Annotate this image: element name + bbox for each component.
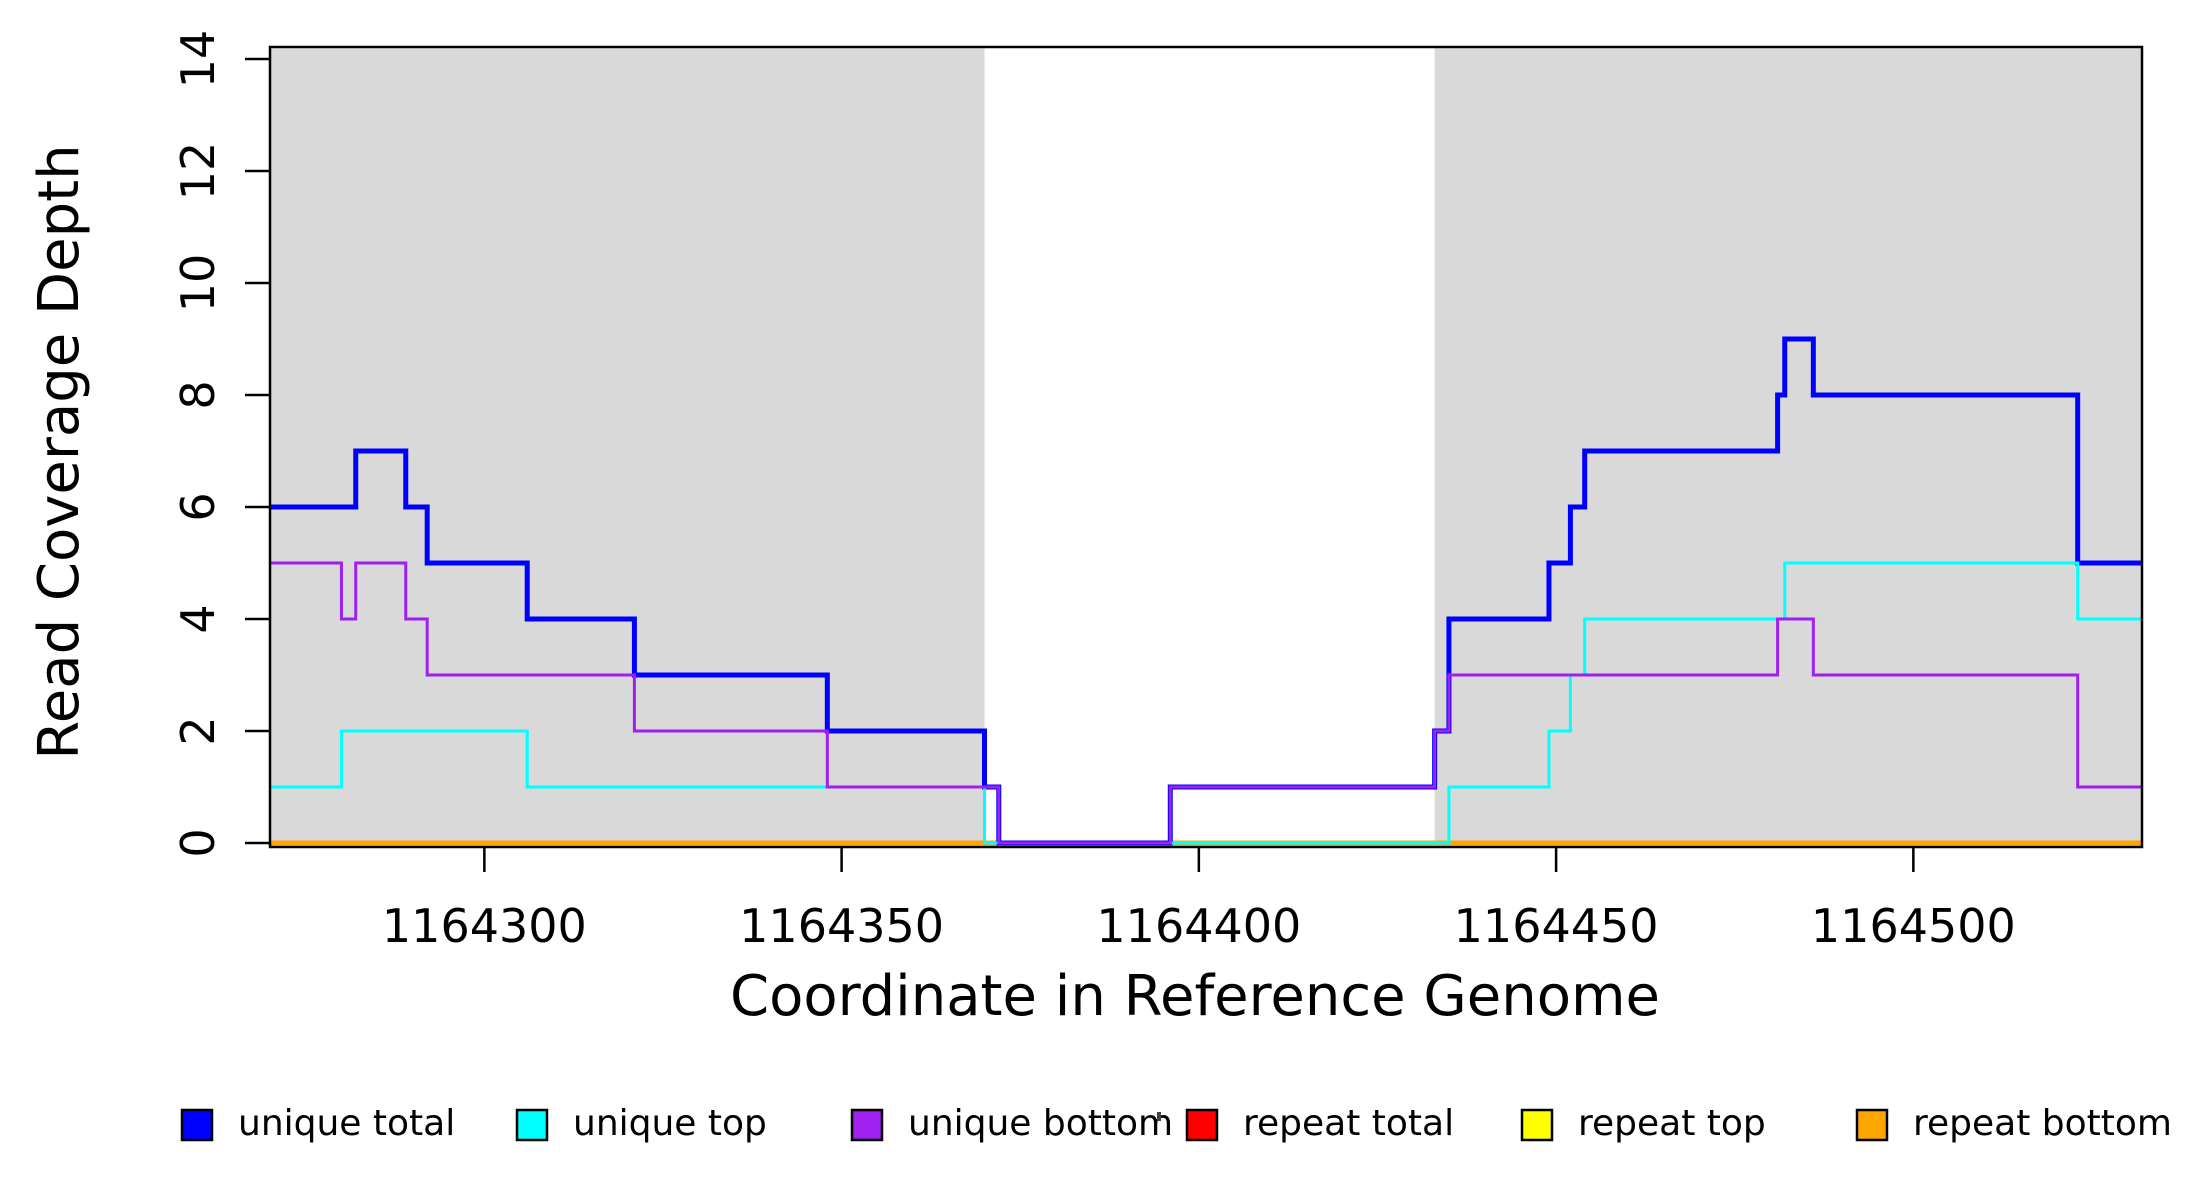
stray-mark — [1157, 1112, 1161, 1121]
legend-swatch — [515, 1108, 549, 1142]
plot-box-border — [268, 45, 2144, 849]
y-tick-label: 8 — [171, 380, 225, 409]
legend-swatch — [1185, 1108, 1219, 1142]
x-axis-title: Coordinate in Reference Genome — [730, 964, 1660, 1029]
shaded-region-2 — [1434, 48, 2142, 846]
legend-item-repeat-total: repeat total — [1185, 1103, 1454, 1144]
legend-label: repeat top — [1578, 1103, 1766, 1144]
x-tick-label: 1164300 — [382, 899, 587, 953]
series-lines — [270, 336, 2142, 846]
legend-item-repeat-top: repeat top — [1520, 1103, 1766, 1144]
y-axis: 0 2 4 6 8 10 12 14 — [171, 30, 270, 858]
legend-swatch — [850, 1108, 884, 1142]
y-tick-label: 2 — [171, 716, 225, 745]
legend-label: repeat total — [1243, 1103, 1454, 1144]
legend-label: unique bottom — [908, 1103, 1173, 1144]
y-axis-title: Read Coverage Depth — [27, 144, 92, 759]
legend-label: unique top — [573, 1103, 767, 1144]
legend-item-unique-top: unique top — [515, 1103, 767, 1144]
legend-item-unique-total: unique total — [180, 1103, 455, 1144]
legend-label: unique total — [238, 1103, 455, 1144]
x-tick-label: 1164450 — [1454, 899, 1659, 953]
x-tick-label: 1164500 — [1811, 899, 2016, 953]
shaded-regions — [270, 48, 2142, 846]
y-tick-label: 14 — [171, 30, 225, 89]
legend-swatch — [1520, 1108, 1554, 1142]
legend-item-unique-bottom: unique bottom — [850, 1103, 1173, 1144]
series-line-unique-top — [270, 561, 2142, 845]
legend-item-repeat-bottom: repeat bottom — [1855, 1103, 2172, 1144]
y-tick-label: 12 — [171, 142, 225, 201]
legend: unique total unique top unique bottom repea… — [180, 1103, 2172, 1144]
x-axis: 1164300 1164350 1164400 1164450 1164500 — [382, 847, 2016, 953]
x-tick-label: 1164400 — [1096, 899, 1301, 953]
x-tick-label: 1164350 — [739, 899, 944, 953]
y-tick-label: 6 — [171, 492, 225, 521]
series-line-unique-bottom — [270, 561, 2142, 845]
legend-label: repeat bottom — [1913, 1103, 2172, 1144]
legend-swatch — [1855, 1108, 1889, 1142]
shaded-region-1 — [270, 48, 985, 846]
y-tick-label: 4 — [171, 604, 225, 633]
legend-swatch — [180, 1108, 214, 1142]
y-tick-label: 0 — [171, 828, 225, 857]
y-tick-label: 10 — [171, 254, 225, 313]
